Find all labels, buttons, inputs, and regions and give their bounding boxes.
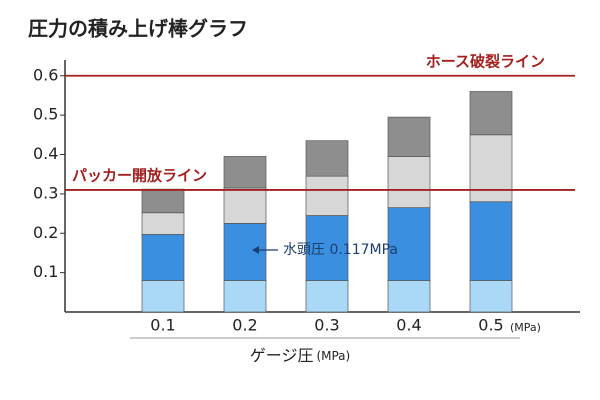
- annotation: 水頭圧 0.117MPa: [283, 242, 398, 258]
- bar-segment: [469, 134, 513, 203]
- bar-segment: [387, 280, 431, 313]
- x-axis-label-unit: (MPa): [316, 349, 350, 363]
- x-tick-label: 0.5: [478, 316, 503, 335]
- bar-segment: [469, 91, 513, 136]
- x-tick-label: 0.1: [150, 316, 175, 335]
- y-tick-label: 0.3: [33, 183, 58, 202]
- y-tick-label: 0.2: [33, 223, 58, 242]
- x-unit: (MPa): [510, 321, 541, 334]
- bar-segment: [387, 207, 431, 281]
- bar-segment: [223, 223, 267, 281]
- y-tick-label: 0.6: [33, 65, 58, 84]
- x-axis-label: ゲージ圧 (MPa): [250, 346, 350, 365]
- chart-title: 圧力の積み上げ棒グラフ: [28, 17, 248, 41]
- bar-segment: [223, 280, 267, 313]
- bar-segment: [305, 175, 349, 216]
- reference-label: パッカー開放ライン: [72, 166, 207, 184]
- bar-segment: [305, 280, 349, 313]
- bar-segment: [141, 212, 185, 235]
- x-tick-label: 0.2: [232, 316, 257, 335]
- x-tick-label: 0.3: [314, 316, 339, 335]
- x-tick-label: 0.4: [396, 316, 421, 335]
- bar-segment: [141, 188, 185, 214]
- bar-segment: [469, 280, 513, 313]
- annotation-arrowhead: [252, 246, 259, 254]
- bar-segment: [305, 140, 349, 177]
- bar-segment: [141, 234, 185, 281]
- bar-segment: [387, 116, 431, 157]
- bar-segment: [305, 215, 349, 281]
- x-axis-label-text: ゲージ圧: [250, 346, 314, 365]
- y-tick-label: 0.1: [33, 262, 58, 281]
- bar-segment: [387, 156, 431, 209]
- y-tick-label: 0.5: [33, 105, 58, 124]
- bar-segment: [141, 280, 185, 313]
- reference-label: ホース破裂ライン: [426, 52, 545, 70]
- bar-segment: [223, 156, 267, 189]
- bar-segment: [469, 201, 513, 281]
- y-tick-label: 0.4: [33, 144, 58, 163]
- bar-segment: [223, 187, 267, 224]
